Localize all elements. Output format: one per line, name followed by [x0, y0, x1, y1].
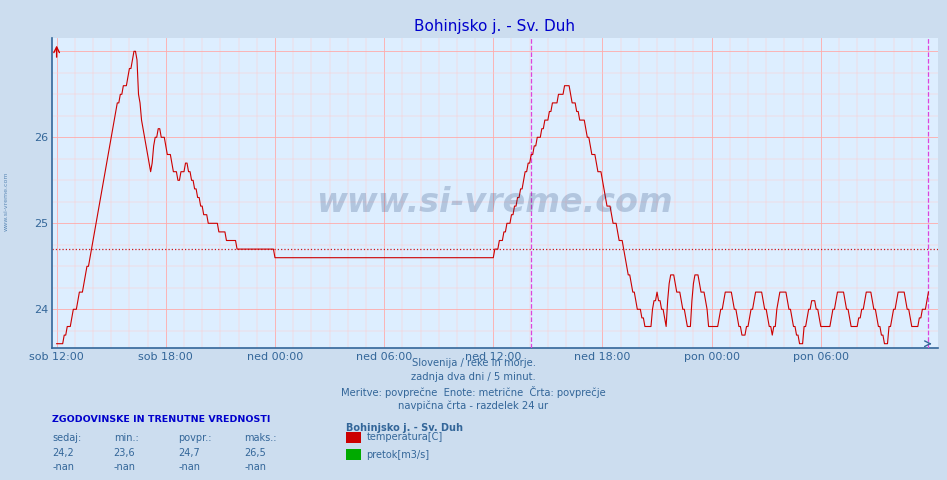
Text: min.:: min.: [114, 433, 138, 443]
Text: 24,2: 24,2 [52, 448, 74, 458]
Text: 24,7: 24,7 [178, 448, 200, 458]
Text: Bohinjsko j. - Sv. Duh: Bohinjsko j. - Sv. Duh [346, 423, 463, 433]
Text: 23,6: 23,6 [114, 448, 135, 458]
Text: ZGODOVINSKE IN TRENUTNE VREDNOSTI: ZGODOVINSKE IN TRENUTNE VREDNOSTI [52, 415, 271, 424]
Text: Meritve: povprečne  Enote: metrične  Črta: povprečje: Meritve: povprečne Enote: metrične Črta:… [341, 386, 606, 398]
Text: Slovenija / reke in morje.: Slovenija / reke in morje. [412, 358, 535, 368]
Text: -nan: -nan [52, 462, 74, 472]
Text: zadnja dva dni / 5 minut.: zadnja dva dni / 5 minut. [411, 372, 536, 382]
Text: -nan: -nan [178, 462, 200, 472]
Text: www.si-vreme.com: www.si-vreme.com [4, 172, 9, 231]
Text: temperatura[C]: temperatura[C] [366, 432, 443, 442]
Text: www.si-vreme.com: www.si-vreme.com [316, 186, 673, 219]
Text: povpr.:: povpr.: [178, 433, 211, 443]
Text: maks.:: maks.: [244, 433, 277, 443]
Text: -nan: -nan [244, 462, 266, 472]
Text: navpična črta - razdelek 24 ur: navpična črta - razdelek 24 ur [399, 401, 548, 411]
Text: -nan: -nan [114, 462, 135, 472]
Title: Bohinjsko j. - Sv. Duh: Bohinjsko j. - Sv. Duh [414, 20, 576, 35]
Text: pretok[m3/s]: pretok[m3/s] [366, 450, 430, 459]
Text: 26,5: 26,5 [244, 448, 266, 458]
Text: sedaj:: sedaj: [52, 433, 81, 443]
